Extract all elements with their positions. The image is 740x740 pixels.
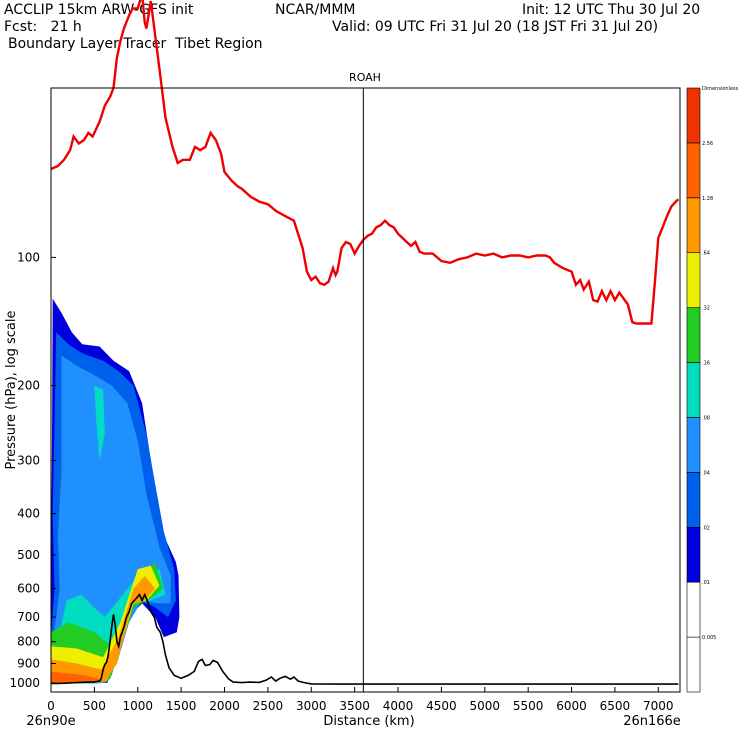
plot-frame (50, 87, 681, 693)
colorbar-label: 0.005 (702, 635, 716, 641)
y-axis-label: Pressure (hPa), log scale (4, 311, 19, 470)
y-axis: 100 200 300 400 500 600 700 800 900 1000 (9, 250, 56, 690)
header-line1-mid: NCAR/MMM (275, 2, 356, 18)
x-tick-label: 1000 (122, 699, 153, 713)
x-tick-label: 5500 (513, 699, 544, 713)
colorbar-swatch (686, 581, 701, 638)
x-axis: 0 500 1000 1500 2000 2500 3000 3500 4000 4500 5000… (47, 687, 674, 713)
x-start-label: 26n90e (26, 714, 75, 729)
colorbar-units: Dimensionless (702, 86, 739, 92)
x-tick-label: 2000 (209, 699, 240, 713)
colorbar-label: .32 (702, 306, 710, 312)
colorbar-label: 1.28 (702, 196, 713, 202)
y-tick-label: 200 (17, 378, 40, 392)
colorbar-label: .02 (702, 525, 710, 531)
colorbar-swatch (686, 472, 701, 528)
x-tick-label: 0 (47, 699, 55, 713)
x-axis-label: Distance (km) (323, 714, 414, 729)
x-tick-label: 6500 (600, 699, 631, 713)
y-tick-label: 1000 (9, 676, 40, 690)
colorbar-swatch (686, 526, 701, 583)
x-tick-label: 5000 (470, 699, 501, 713)
colorbar-swatch (686, 636, 701, 693)
colorbar-swatch (686, 417, 701, 473)
x-tick-label: 6000 (556, 699, 587, 713)
colorbar-swatch (686, 87, 701, 144)
tracer-plume-3 (94, 385, 105, 461)
colorbar-label: .64 (702, 251, 710, 257)
header-line2-right: Valid: 09 UTC Fri 31 Jul 20 (18 JST Fri … (332, 19, 659, 35)
y-tick-label: 600 (17, 582, 40, 596)
x-tick-label: 2500 (253, 699, 284, 713)
colorbar-swatch (686, 362, 701, 418)
colorbar-label: .04 (702, 470, 710, 476)
tropopause-line (50, 0, 680, 325)
x-tick-label: 1500 (166, 699, 197, 713)
y-tick-label: 300 (17, 453, 40, 467)
header-line2-left: Fcst: 21 h (4, 19, 82, 35)
y-tick-label: 500 (17, 548, 40, 562)
colorbar-swatch (686, 307, 701, 363)
tracer-plume-8 (51, 671, 105, 684)
colorbar-swatch (686, 252, 701, 308)
colorbar-label: 2.56 (702, 141, 713, 147)
y-tick-label: 700 (17, 610, 40, 624)
x-tick-label: 3500 (339, 699, 370, 713)
colorbar-label: .08 (702, 415, 710, 421)
colorbar-swatch (686, 142, 701, 199)
x-end-label: 26n166e (623, 714, 681, 729)
y-tick-label: 400 (17, 507, 40, 521)
x-tick-label: 3000 (296, 699, 327, 713)
colorbar-swatch (686, 197, 701, 254)
x-tick-label: 500 (83, 699, 106, 713)
y-tick-label: 800 (17, 635, 40, 649)
colorbar-label: .16 (702, 361, 710, 367)
y-tick-label: 900 (17, 657, 40, 671)
y-tick-label: 100 (17, 250, 40, 264)
terrain-line (51, 592, 679, 685)
chart-title: ROAH (349, 71, 381, 84)
tracer-colorbar: 0.005 .01 .02 .04 .08 .16 .32 .64 1.28 2.56 Dimens… (686, 86, 739, 693)
x-tick-label: 7000 (643, 699, 674, 713)
x-tick-label: 4500 (426, 699, 457, 713)
header-line1-right: Init: 12 UTC Thu 30 Jul 20 (522, 2, 701, 18)
colorbar-label: .01 (702, 580, 710, 586)
x-tick-label: 4000 (383, 699, 414, 713)
